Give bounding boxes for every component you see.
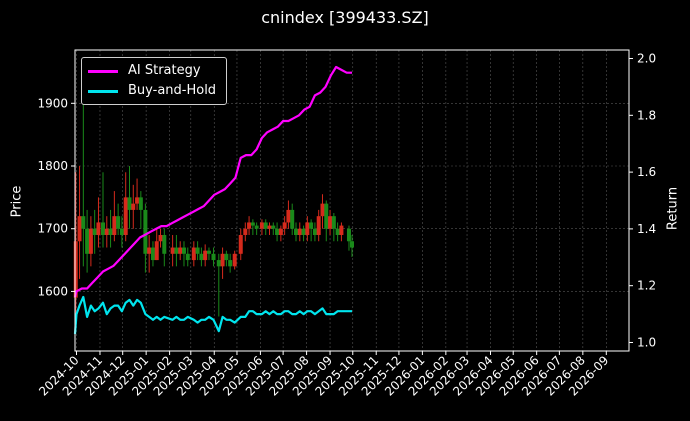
candle-body bbox=[199, 253, 204, 261]
y-tick-label-right: 1.0 bbox=[637, 335, 656, 349]
y-tick-label-right: 1.6 bbox=[637, 165, 656, 179]
candle-body bbox=[96, 222, 101, 235]
candle-body bbox=[238, 234, 243, 254]
candle-body bbox=[216, 260, 221, 267]
legend-label-ai: AI Strategy bbox=[128, 63, 201, 78]
legend-swatch-ai bbox=[88, 70, 118, 73]
candle-body bbox=[232, 253, 237, 267]
candle-body bbox=[309, 222, 314, 229]
candle-body bbox=[254, 225, 259, 229]
y-tick-label-left: 1800 bbox=[37, 159, 68, 173]
y-tick-label-right: 1.4 bbox=[637, 222, 656, 236]
candle-body bbox=[147, 247, 152, 254]
candle-body bbox=[259, 222, 264, 229]
candle-body bbox=[275, 228, 280, 235]
y-tick-label-right: 1.2 bbox=[637, 279, 656, 293]
candle-body bbox=[181, 247, 186, 254]
candle-body bbox=[131, 203, 136, 210]
candle-body bbox=[243, 228, 248, 235]
candle-body bbox=[127, 197, 132, 210]
series-line-ai-strategy bbox=[73, 65, 352, 298]
y-ticks-left: 1600 1700 1800 1900 bbox=[37, 96, 75, 298]
candle-body bbox=[112, 216, 117, 235]
candle-body bbox=[228, 260, 233, 267]
candle-body bbox=[119, 228, 124, 235]
candle-body bbox=[324, 203, 329, 229]
candle-body bbox=[158, 234, 163, 242]
candle-body bbox=[301, 228, 306, 235]
candle-body bbox=[305, 222, 310, 235]
candle-body bbox=[211, 253, 216, 261]
candle-body bbox=[250, 222, 255, 226]
candle-body bbox=[316, 216, 321, 235]
candle-body bbox=[73, 241, 78, 298]
series-lines bbox=[73, 65, 352, 335]
y-tick-label-left: 1600 bbox=[37, 284, 68, 298]
candle-body bbox=[101, 222, 106, 235]
candle-body bbox=[174, 247, 179, 254]
series-line-buy-and-hold bbox=[73, 295, 352, 335]
chart-title: cnindex [399433.SZ] bbox=[261, 8, 429, 27]
candle-body bbox=[123, 197, 128, 235]
candle-body bbox=[282, 222, 287, 229]
candle-body bbox=[350, 241, 354, 248]
candle-body bbox=[271, 225, 276, 229]
candle-body bbox=[108, 228, 113, 235]
candle-body bbox=[85, 228, 90, 254]
candle-body bbox=[220, 253, 225, 267]
candlesticks bbox=[73, 71, 354, 317]
candle-body bbox=[328, 216, 333, 229]
candle-body bbox=[77, 216, 82, 242]
candle-body bbox=[92, 228, 97, 235]
candle-body bbox=[185, 253, 190, 261]
plot-frame bbox=[74, 49, 630, 352]
y-axis-label-left: Price bbox=[9, 185, 25, 218]
candle-body bbox=[331, 216, 336, 229]
y-axis-label-right: Return bbox=[665, 186, 681, 231]
candle-body bbox=[320, 203, 325, 217]
candle-body bbox=[297, 228, 302, 235]
candle-body bbox=[162, 234, 167, 254]
candle-body bbox=[138, 197, 143, 210]
legend-swatch-bh bbox=[88, 90, 118, 93]
y-tick-label-left: 1700 bbox=[37, 222, 68, 236]
candle-body bbox=[346, 228, 351, 242]
candle-body bbox=[335, 228, 340, 235]
candle-body bbox=[312, 228, 317, 235]
candle-body bbox=[293, 228, 298, 235]
candle-body bbox=[224, 253, 229, 261]
y-ticks-right: 1.0 1.2 1.4 1.6 1.8 2.0 bbox=[629, 52, 656, 349]
candle-body bbox=[178, 247, 183, 254]
candle-body bbox=[203, 250, 208, 261]
y-tick-label-left: 1900 bbox=[37, 96, 68, 110]
candle-body bbox=[263, 222, 268, 229]
candle-body bbox=[104, 228, 109, 235]
candle-body bbox=[170, 247, 175, 254]
candle-body bbox=[286, 209, 291, 223]
candle-body bbox=[88, 228, 93, 254]
candle-body bbox=[154, 241, 159, 261]
candle-body bbox=[278, 228, 283, 235]
legend-label-bh: Buy-and-Hold bbox=[128, 83, 217, 98]
candle-body bbox=[195, 247, 200, 254]
candle-body bbox=[143, 209, 148, 254]
candle-body bbox=[116, 216, 121, 229]
candle-body bbox=[247, 222, 252, 229]
candle-body bbox=[206, 250, 211, 254]
candle-body bbox=[191, 247, 196, 261]
candle-body bbox=[339, 225, 344, 235]
y-tick-label-right: 1.8 bbox=[637, 108, 656, 122]
candle-body bbox=[150, 247, 155, 261]
y-tick-label-right: 2.0 bbox=[637, 52, 656, 66]
x-ticks: 2024-102024-112024-122025-012025-022025-… bbox=[36, 351, 611, 399]
candle-body bbox=[290, 209, 295, 229]
candle-body bbox=[81, 216, 86, 229]
candle-body bbox=[135, 197, 140, 204]
legend: AI Strategy Buy-and-Hold bbox=[81, 57, 227, 105]
grid bbox=[75, 50, 629, 351]
candle-body bbox=[267, 225, 272, 229]
